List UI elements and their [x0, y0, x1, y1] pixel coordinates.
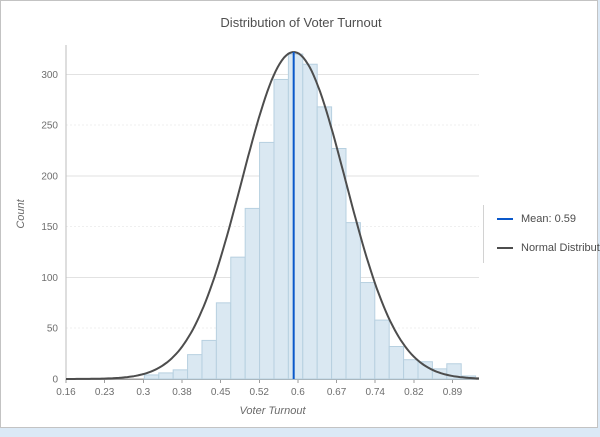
y-tick-label: 200: [41, 171, 58, 182]
histogram-bar[interactable]: [287, 53, 304, 380]
x-tick-label: 0.6: [291, 387, 305, 398]
y-axis-label: Count: [15, 199, 27, 229]
histogram-bar[interactable]: [359, 282, 376, 380]
x-axis-label: Voter Turnout: [239, 405, 306, 417]
histogram-bar[interactable]: [172, 369, 189, 380]
histogram-bar[interactable]: [143, 374, 160, 380]
histogram-bar[interactable]: [201, 339, 217, 380]
histogram-bar[interactable]: [403, 359, 419, 380]
legend-item-normal-label: Normal Distribution: [521, 242, 600, 254]
legend-item-normal: Normal Distribution: [497, 242, 600, 254]
x-tick-label: 0.67: [327, 387, 347, 398]
y-tick-label: 150: [41, 222, 58, 233]
histogram-bar[interactable]: [417, 361, 433, 380]
legend-item-mean: Mean: 0.59: [497, 213, 597, 225]
y-tick-label: 100: [41, 273, 58, 284]
histogram-bar[interactable]: [230, 256, 246, 380]
y-tick-label: 0: [52, 375, 58, 386]
x-tick-label: 0.52: [250, 387, 270, 398]
histogram-bar[interactable]: [374, 319, 390, 380]
normal-curve-swatch: [497, 247, 513, 249]
x-tick-label: 0.74: [365, 387, 385, 398]
y-tick-label: 300: [41, 70, 58, 81]
histogram-bar[interactable]: [316, 106, 333, 380]
legend: Mean: 0.59 Normal Distribution: [497, 213, 600, 271]
histogram-bar[interactable]: [345, 222, 361, 380]
legend-separator: [483, 205, 484, 263]
histogram-bar[interactable]: [259, 141, 275, 380]
x-tick-label: 0.45: [211, 387, 231, 398]
histogram-bar[interactable]: [244, 207, 261, 380]
legend-item-mean-label: Mean: 0.59: [521, 213, 577, 225]
x-tick-label: 0.3: [136, 387, 150, 398]
chart-title: Distribution of Voter Turnout: [220, 15, 382, 30]
histogram-bar[interactable]: [215, 302, 232, 380]
histogram-bar[interactable]: [273, 78, 289, 380]
normal-curve: [66, 51, 479, 380]
mean-line-swatch: [497, 218, 513, 220]
x-tick-label: 0.89: [443, 387, 463, 398]
y-tick-label: 50: [47, 324, 59, 335]
y-tick-label: 250: [41, 121, 58, 132]
window-bottom-strip: [1, 430, 600, 437]
histogram-bar[interactable]: [302, 63, 318, 380]
histogram-bar[interactable]: [331, 148, 347, 380]
x-tick-label: 0.82: [404, 387, 424, 398]
x-tick-label: 0.23: [95, 387, 115, 398]
x-tick-label: 0.16: [56, 387, 76, 398]
histogram-bar[interactable]: [388, 346, 405, 380]
histogram-bar[interactable]: [158, 372, 174, 380]
histogram-bar[interactable]: [187, 354, 203, 380]
x-tick-label: 0.38: [172, 387, 192, 398]
